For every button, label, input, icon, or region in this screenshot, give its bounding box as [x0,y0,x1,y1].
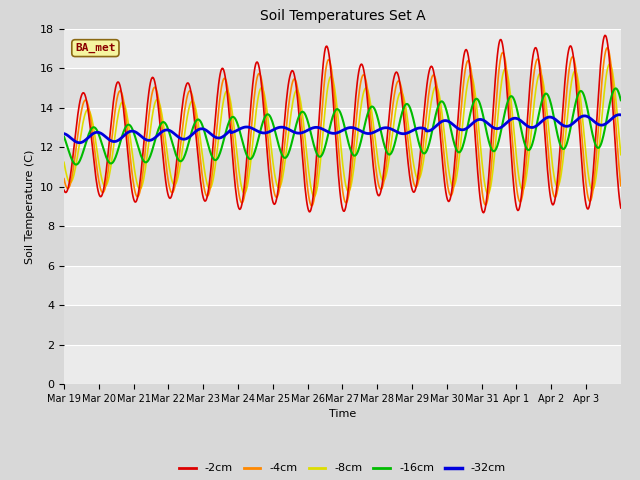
Bar [64,68,621,108]
Bar [64,226,621,265]
Bar [64,345,621,384]
Title: Soil Temperatures Set A: Soil Temperatures Set A [260,10,425,24]
Bar [64,265,621,305]
Legend: -2cm, -4cm, -8cm, -16cm, -32cm: -2cm, -4cm, -8cm, -16cm, -32cm [175,459,510,478]
Bar [64,108,621,147]
Bar [64,29,621,68]
Y-axis label: Soil Temperature (C): Soil Temperature (C) [24,149,35,264]
Bar [64,147,621,187]
Bar [64,305,621,345]
Text: BA_met: BA_met [75,43,116,53]
X-axis label: Time: Time [329,409,356,419]
Bar [64,187,621,226]
